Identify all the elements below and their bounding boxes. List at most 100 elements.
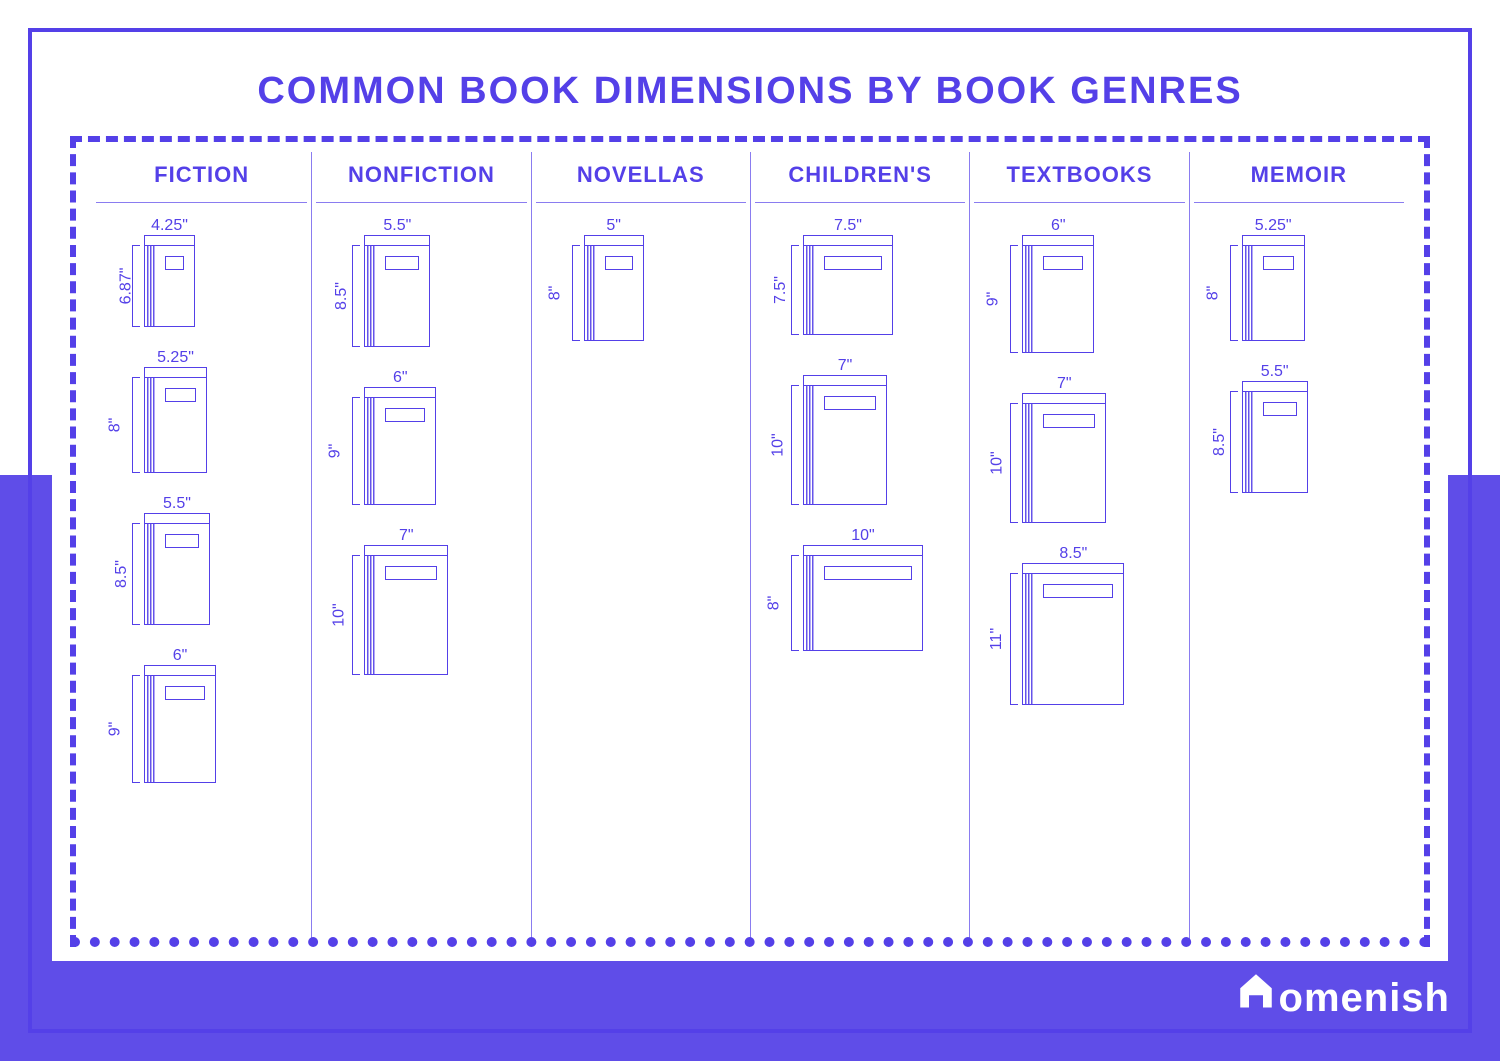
height-label: 10" — [331, 603, 349, 626]
width-label: 5.5" — [144, 497, 210, 511]
height-dimension: 11" — [988, 573, 1018, 705]
brand-name: omenish — [1279, 976, 1450, 1021]
width-bracket — [1022, 563, 1124, 573]
content-panel: COMMON BOOK DIMENSIONS BY BOOK GENRES FI… — [52, 52, 1448, 961]
width-bracket — [144, 665, 216, 675]
height-label: 8" — [546, 286, 564, 301]
genre-column: NOVELLAS 5" 8" — [531, 152, 750, 941]
book-icon — [803, 385, 887, 505]
height-bracket — [1230, 245, 1238, 341]
dashed-border-bottom — [70, 937, 1430, 947]
height-bracket — [1230, 391, 1238, 493]
height-bracket — [132, 245, 140, 327]
book-icon — [364, 555, 448, 675]
height-label: 8" — [765, 596, 783, 611]
width-dimension: 6" — [144, 649, 216, 675]
width-label: 7" — [803, 359, 887, 373]
book-dimension-item: 7.5" 7.5" — [769, 219, 893, 335]
width-bracket — [1022, 393, 1106, 403]
height-dimension: 10" — [330, 555, 360, 675]
height-dimension: 9" — [110, 675, 140, 783]
height-dimension: 8" — [769, 555, 799, 651]
width-label: 7.5" — [803, 219, 893, 233]
height-dimension: 9" — [330, 397, 360, 505]
width-bracket — [1242, 235, 1305, 245]
genre-header: NONFICTION — [316, 152, 526, 203]
width-label: 7" — [364, 529, 448, 543]
book-icon — [1022, 245, 1094, 353]
genre-column: CHILDREN'S 7.5" 7.5" 7" 10"10"8" — [750, 152, 969, 941]
width-bracket — [803, 235, 893, 245]
genre-grid: FICTION4.25"6.87"5.25"8"5.5"8.5"6"9"NONF… — [92, 152, 1408, 941]
width-label: 6" — [1022, 219, 1094, 233]
book-dimension-item: 6" 9" — [330, 371, 436, 505]
height-bracket — [132, 675, 140, 783]
width-bracket — [1242, 381, 1308, 391]
book-dimension-item: 5.5"8.5" — [110, 497, 210, 625]
width-bracket — [364, 235, 430, 245]
width-dimension: 7.5" — [803, 219, 893, 245]
height-dimension: 8.5" — [330, 245, 360, 347]
book-dimension-item: 6" 9" — [988, 219, 1094, 353]
dashed-border-top — [70, 136, 1430, 142]
height-dimension: 8" — [1208, 245, 1238, 341]
dashed-border-left — [70, 136, 76, 947]
height-label: 9" — [106, 722, 124, 737]
width-dimension: 10" — [803, 529, 923, 555]
width-dimension: 5.5" — [1242, 365, 1308, 391]
book-icon — [364, 397, 436, 505]
height-bracket — [352, 245, 360, 347]
width-bracket — [803, 545, 923, 555]
height-bracket — [791, 245, 799, 335]
width-bracket — [364, 387, 436, 397]
book-dimension-item: 8.5" 11" — [988, 547, 1124, 705]
width-label: 5" — [584, 219, 644, 233]
width-dimension: 5.25" — [144, 351, 207, 377]
width-label: 5.5" — [1242, 365, 1308, 379]
height-bracket — [352, 555, 360, 675]
book-icon — [144, 523, 210, 625]
genre-header: CHILDREN'S — [755, 152, 965, 203]
book-dimension-item: 7"10" — [988, 377, 1106, 523]
book-icon — [1242, 245, 1305, 341]
width-label: 5.25" — [144, 351, 207, 365]
width-label: 8.5" — [1022, 547, 1124, 561]
book-dimension-item: 6" 9" — [110, 649, 216, 783]
width-dimension: 7" — [803, 359, 887, 385]
book-icon — [364, 245, 430, 347]
height-label: 8" — [106, 418, 124, 433]
width-label: 6" — [144, 649, 216, 663]
book-icon — [1022, 403, 1106, 523]
height-bracket — [352, 397, 360, 505]
height-dimension: 8.5" — [1208, 391, 1238, 493]
width-label: 4.25" — [144, 219, 195, 233]
width-bracket — [364, 545, 448, 555]
height-label: 8.5" — [1211, 428, 1229, 456]
book-dimension-item: 7" 10" — [330, 529, 448, 675]
width-bracket — [584, 235, 644, 245]
height-dimension: 10" — [988, 403, 1018, 523]
width-dimension: 7" — [364, 529, 448, 555]
width-dimension: 4.25" — [144, 219, 195, 245]
height-bracket — [1010, 403, 1018, 523]
height-bracket — [791, 555, 799, 651]
book-icon — [1242, 391, 1308, 493]
height-label: 8.5" — [333, 282, 351, 310]
genre-column: MEMOIR5.25"8"5.5"8.5" — [1189, 152, 1408, 941]
book-dimension-item: 5.5" 8.5" — [1208, 365, 1308, 493]
height-label: 7.5" — [772, 276, 790, 304]
height-dimension: 8" — [550, 245, 580, 341]
width-dimension: 7" — [1022, 377, 1106, 403]
height-label: 9" — [985, 292, 1003, 307]
page-title: COMMON BOOK DIMENSIONS BY BOOK GENRES — [52, 52, 1448, 125]
book-icon — [1022, 573, 1124, 705]
height-bracket — [791, 385, 799, 505]
width-dimension: 6" — [364, 371, 436, 397]
genre-header: NOVELLAS — [536, 152, 746, 203]
width-dimension: 6" — [1022, 219, 1094, 245]
height-dimension: 7.5" — [769, 245, 799, 335]
book-dimension-item: 10"8" — [769, 529, 923, 651]
width-bracket — [1022, 235, 1094, 245]
height-bracket — [1010, 573, 1018, 705]
width-label: 6" — [364, 371, 436, 385]
